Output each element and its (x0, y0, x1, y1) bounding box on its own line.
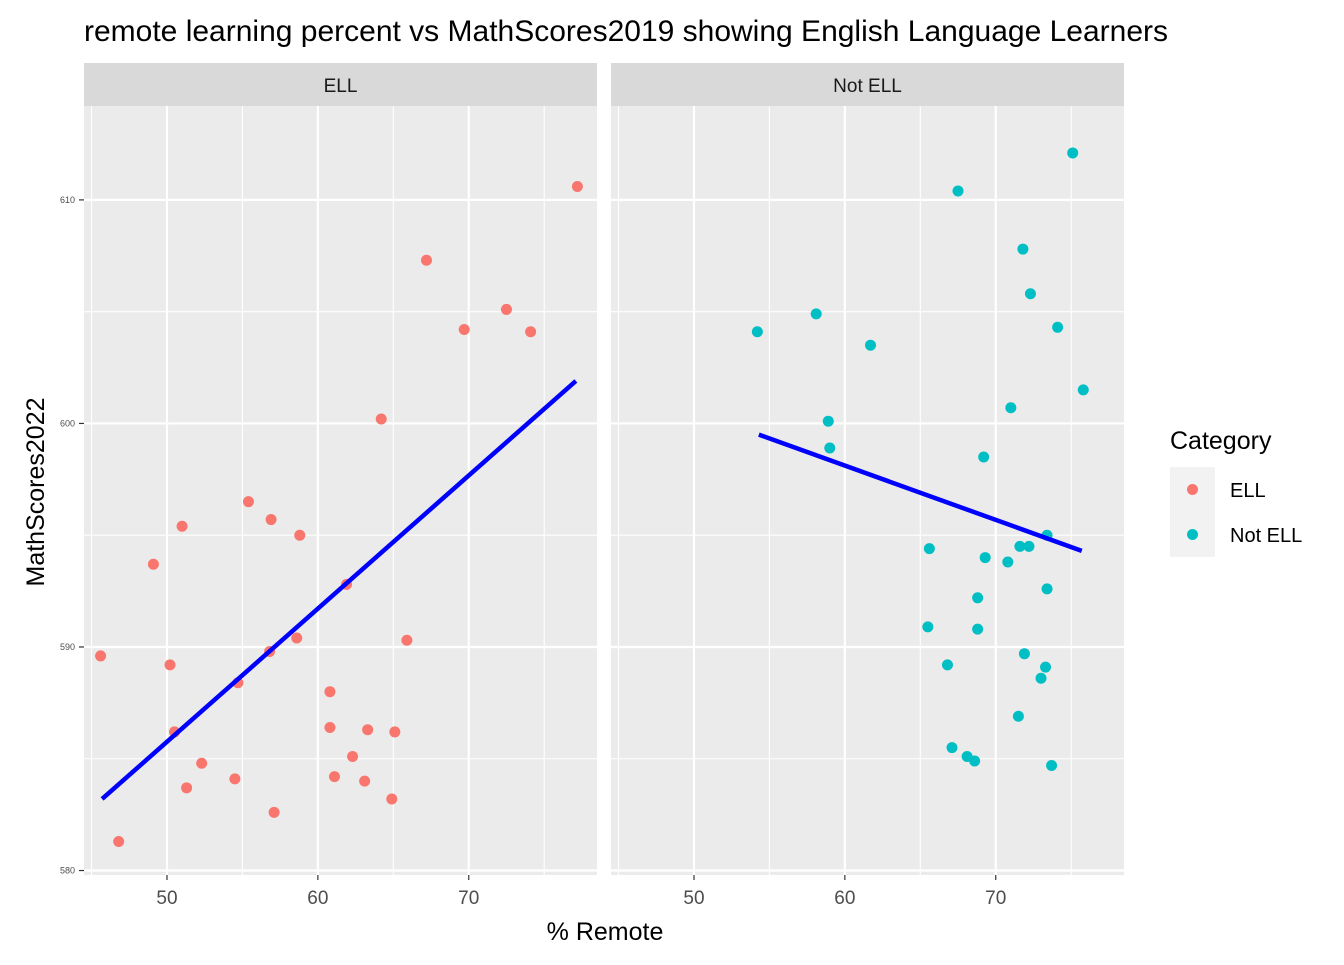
x-tick-label: 50 (156, 888, 177, 909)
data-point (969, 755, 981, 767)
data-point (810, 308, 822, 320)
data-point (571, 180, 583, 192)
data-point (1040, 661, 1052, 673)
data-point (386, 793, 398, 805)
panel-background (84, 106, 597, 875)
data-point (525, 326, 537, 338)
data-point (324, 721, 336, 733)
data-point (1052, 321, 1064, 333)
x-tick-label: 60 (834, 888, 855, 909)
y-tick-label: 590 (60, 642, 75, 652)
data-point (922, 621, 934, 633)
legend: Category ELL Not ELL (1170, 427, 1302, 557)
legend-point (1187, 484, 1198, 495)
facet-panel-2: Not ELL 50 60 70 (611, 63, 1124, 909)
data-point (229, 773, 241, 785)
y-axis-title: MathScores2022 (22, 397, 50, 586)
y-tick-label: 610 (60, 195, 75, 205)
data-point (979, 552, 991, 564)
data-point (196, 757, 208, 769)
data-point (1005, 402, 1017, 414)
legend-label: ELL (1230, 480, 1266, 502)
legend-label: Not ELL (1230, 525, 1302, 547)
data-point (1035, 672, 1047, 684)
panel-background (611, 106, 1124, 875)
data-point (1041, 583, 1053, 595)
data-point (375, 413, 387, 425)
data-point (265, 514, 277, 526)
data-point (242, 496, 254, 508)
data-point (1077, 384, 1089, 396)
data-point (1018, 648, 1030, 660)
facet-panels: ELL 50 60 70 580 590 600 610 Not ELL 50 60 70 (60, 63, 1124, 909)
facet-panel-1: ELL 50 60 70 580 590 600 610 (60, 63, 597, 909)
data-point (291, 632, 303, 644)
data-point (347, 751, 359, 763)
chart-title: remote learning percent vs MathScores201… (84, 15, 1168, 48)
data-point (113, 835, 125, 847)
y-tick-label: 580 (60, 866, 75, 876)
facet-strip (611, 63, 1124, 106)
legend-title: Category (1170, 427, 1272, 455)
data-point (147, 558, 159, 570)
data-point (1012, 710, 1024, 722)
data-point (95, 650, 107, 662)
data-point (1067, 147, 1079, 159)
data-point (362, 724, 374, 736)
data-point (972, 623, 984, 635)
data-point (972, 592, 984, 604)
x-axis-title: % Remote (547, 918, 664, 946)
data-point (268, 806, 280, 818)
regression-line (758, 432, 1083, 553)
data-point (389, 726, 401, 738)
data-point (1046, 759, 1058, 771)
data-point (164, 659, 176, 671)
data-point (1023, 540, 1035, 552)
legend-point (1187, 529, 1198, 540)
data-point (401, 634, 413, 646)
data-point (458, 324, 470, 336)
data-point (978, 451, 990, 463)
x-tick-label: 70 (985, 888, 1006, 909)
data-point (328, 771, 340, 783)
data-point (946, 742, 958, 754)
data-point (941, 659, 953, 671)
data-point (1002, 556, 1014, 568)
data-point (822, 415, 834, 427)
data-point (1017, 243, 1029, 255)
facet-strip-label: ELL (324, 76, 358, 97)
data-point (824, 442, 836, 454)
data-point (294, 529, 306, 541)
data-point (181, 782, 193, 794)
data-point (1014, 540, 1026, 552)
y-tick-label: 600 (60, 418, 75, 428)
facet-strip-label: Not ELL (833, 76, 902, 97)
data-point (923, 543, 935, 555)
data-point (500, 303, 512, 315)
data-point (952, 185, 964, 197)
x-tick-label: 50 (683, 888, 704, 909)
data-point (751, 326, 763, 338)
data-point (421, 254, 433, 266)
facet-strip (84, 63, 597, 106)
x-tick-label: 70 (458, 888, 479, 909)
data-point (324, 686, 336, 698)
data-point (359, 775, 371, 787)
x-tick-label: 60 (307, 888, 328, 909)
data-point (865, 339, 877, 351)
regression-line (100, 379, 578, 801)
data-point (176, 520, 188, 532)
data-point (1024, 288, 1036, 300)
